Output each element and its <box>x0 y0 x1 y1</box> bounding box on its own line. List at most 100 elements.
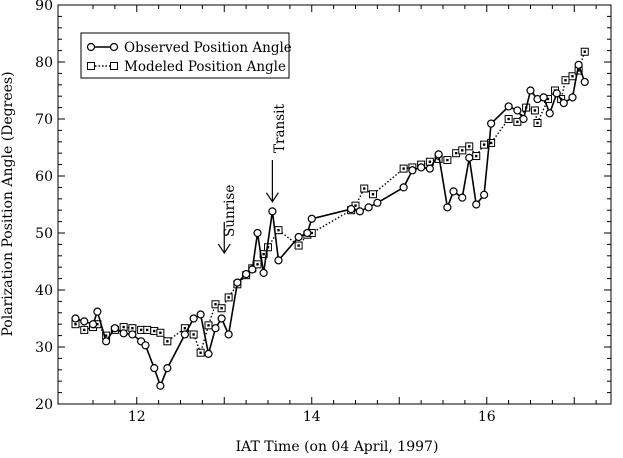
y-tick-label: 60 <box>35 169 53 185</box>
modeled-point-dot <box>536 121 539 125</box>
y-tick-label: 90 <box>35 0 53 14</box>
y-tick-label: 20 <box>35 397 53 413</box>
arrow-head <box>265 192 279 203</box>
legend: Observed Position Angle Modeled Position… <box>80 32 292 79</box>
legend-modeled-marker <box>110 62 118 70</box>
observed-point <box>259 268 268 277</box>
observed-point <box>425 164 434 173</box>
observed-point <box>472 200 481 209</box>
modeled-point-dot <box>83 328 86 332</box>
observed-point <box>513 106 522 115</box>
modeled-point-dot <box>199 351 202 354</box>
modeled-point-dot <box>468 145 471 148</box>
annotation-transit: Transit <box>265 104 288 203</box>
observed-point <box>355 207 364 216</box>
arrow-head <box>217 243 231 255</box>
legend-observed-label: Observed Position Angle <box>124 40 292 56</box>
observed-point <box>373 198 382 207</box>
legend-modeled-label: Modeled Position Angle <box>124 59 286 75</box>
observed-point <box>545 109 554 118</box>
modeled-series-line <box>75 51 586 355</box>
modeled-point-dot <box>564 79 567 82</box>
modeled-point-dot <box>227 296 230 299</box>
modeled-point-dot <box>489 141 493 145</box>
modeled-point-dot <box>577 69 580 72</box>
observed-series-line <box>75 61 586 389</box>
observed-point <box>580 77 589 87</box>
axis-ticks: 12 14 16 20 30 40 50 60 70 80 90 <box>35 0 611 425</box>
modeled-point-dot <box>277 228 280 232</box>
modeled-point-dot <box>297 244 300 247</box>
observed-point <box>568 93 577 102</box>
observed-point <box>211 324 220 333</box>
observed-point <box>102 337 111 346</box>
modeled-point-dot <box>207 324 210 327</box>
legend-box <box>80 32 290 79</box>
modeled-point-dot <box>583 50 586 53</box>
legend-observed-marker <box>86 42 96 52</box>
observed-point <box>204 349 213 358</box>
observed-point <box>303 228 312 238</box>
modeled-point-dot <box>475 154 478 158</box>
modeled-point-dot <box>122 325 125 329</box>
y-tick-label: 80 <box>35 55 53 71</box>
modeled-point-dot <box>96 323 99 326</box>
observed-point <box>307 214 316 223</box>
x-tick-label: 12 <box>128 409 146 425</box>
observed-point <box>504 102 513 111</box>
observed-point <box>526 86 535 95</box>
modeled-point-dot <box>183 326 187 330</box>
series-layer <box>71 47 589 390</box>
observed-point <box>80 317 89 326</box>
observed-point <box>248 265 257 274</box>
observed-point <box>268 207 277 216</box>
y-tick-label: 70 <box>35 112 53 128</box>
observed-point <box>156 381 165 390</box>
observed-point <box>458 193 467 202</box>
modeled-point-dot <box>262 252 265 256</box>
y-tick-label: 50 <box>35 226 53 242</box>
observed-point <box>128 330 137 339</box>
observed-point <box>163 363 172 373</box>
transit-arrow-icon <box>265 160 279 203</box>
observed-point <box>559 98 568 108</box>
y-tick-label: 30 <box>35 340 53 356</box>
modeled-point-dot <box>454 152 458 155</box>
observed-point <box>443 203 452 212</box>
observed-point <box>449 187 458 196</box>
observed-point <box>189 314 198 323</box>
observed-point <box>408 166 417 175</box>
modeled-point-dot <box>146 328 149 332</box>
modeled-point-dot <box>446 158 449 162</box>
observed-point <box>364 203 373 212</box>
modeled-point-dot <box>507 117 510 121</box>
modeled-point-dot <box>402 167 405 170</box>
modeled-point-dot <box>533 109 537 112</box>
observed-point <box>552 89 561 98</box>
observed-point <box>574 60 583 69</box>
observed-point <box>347 204 356 214</box>
observed-point <box>465 153 474 162</box>
modeled-point-dot <box>546 97 550 101</box>
modeled-point-dot <box>159 331 162 334</box>
x-axis-label: IAT Time (on 04 April, 1997) <box>236 439 439 455</box>
x-tick-label: 14 <box>303 409 321 425</box>
observed-point <box>119 329 128 338</box>
observed-point <box>93 307 102 316</box>
modeled-point-dot <box>153 329 156 333</box>
observed-point <box>434 150 443 159</box>
observed-point <box>487 119 496 128</box>
observed-point <box>399 183 408 192</box>
observed-point <box>150 363 159 373</box>
observed-point <box>217 314 226 323</box>
observed-point <box>110 324 119 333</box>
observed-point <box>71 314 80 323</box>
modeled-point-dot <box>571 75 574 78</box>
observed-point <box>224 330 233 339</box>
observed-point <box>196 310 205 319</box>
modeled-point-dot <box>516 120 519 124</box>
modeled-point-dot <box>354 204 357 207</box>
modeled-point-dot <box>131 326 134 330</box>
x-tick-label: 16 <box>478 409 496 425</box>
annotation-sunrise: Sunrise <box>217 185 238 255</box>
